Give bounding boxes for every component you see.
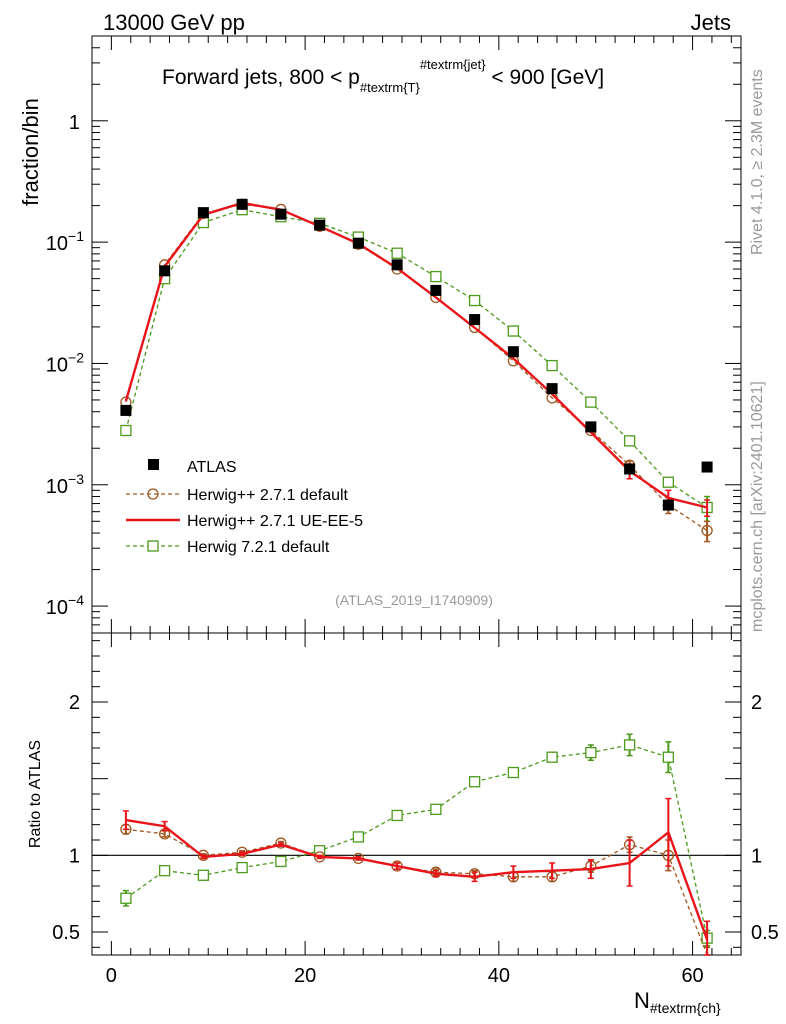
main-atlas-point [701,461,713,473]
ratio-ytick-label-left: 1 [69,845,80,867]
legend-herwig7-label: Herwig 7.2.1 default [187,539,330,556]
main-ytick-label: 10−4 [46,592,84,619]
main-ytick-label-base: 10 [46,597,68,619]
legend-herwigpp-default-label: Herwig++ 2.7.1 default [187,487,349,504]
ratio-xtick-label: 20 [294,965,316,987]
main-herwig-2-7-1-default-point [701,524,713,537]
ratio-herwig-7-2-1-default-point [468,776,481,788]
mcplots-source-label: mcplots.cern.ch [arXiv:2401.10621] [749,381,766,632]
main-series [120,198,713,543]
main-ytick-label-exponent: −2 [68,349,84,365]
main-ytick-label: 1 [69,112,80,134]
main-atlas-point [197,207,209,219]
main-ytick-label: 10−2 [46,349,84,376]
header-energy-label: 13000 GeV pp [103,10,245,35]
ratio-ytick-label-right: 2 [751,692,762,714]
ratio-ytick-label-right: 1 [751,845,762,867]
ratio-herwig-7-2-1-default-point [275,855,287,868]
main-herwig-7-2-1-default-point [468,294,481,307]
title-part-main: Forward jets, 800 < p [162,66,360,89]
xlabel-main: N [634,988,650,1013]
ratio-ytick-label-left: 0.5 [52,922,80,944]
ratio-herwig-7-2-1-default-point [507,766,520,779]
legend-atlas-marker [148,459,159,470]
main-herwig-7-2-1-default-point [120,424,132,437]
main-herwig-7-2-1-default-point [662,476,675,488]
title-part-subscript: #textrm{T} [360,80,421,95]
legend-herwigpp-default-marker [147,488,159,500]
main-ytick-label-base: 10 [46,476,68,498]
legend: ATLAS Herwig++ 2.7.1 default Herwig++ 2.… [126,459,363,556]
main-atlas-point [430,284,442,296]
ratio-herwig-7-2-1-default-point [430,803,442,815]
main-atlas-point [120,404,132,416]
ratio-herwig-7-2-1-default-point [662,751,675,763]
ratio-xtick-label: 0 [106,965,117,987]
ratio-herwig-2-7-1-default-line [125,828,708,956]
legend-herwigpp-ueee5-label: Herwig++ 2.7.1 UE-EE-5 [187,513,363,530]
ratio-plot-frame [91,632,742,956]
main-herwig-7-2-1-default-point [430,270,442,283]
title-part-range: < 900 [GeV] [486,66,605,89]
main-atlas-point [469,314,481,326]
main-ytick-label-exponent: −3 [68,471,84,487]
rivet-version-label: Rivet 4.1.0, ≥ 2.3M events [749,69,766,255]
xlabel-subscript: #textrm{ch} [650,1000,721,1016]
ratio-herwig-2-7-1-default-point [275,837,287,849]
title-part-superscript: #textrm{jet} [420,57,486,72]
header-jets-label: Jets [691,10,731,35]
ratio-ytick-label-right: 0.5 [751,922,779,944]
main-herwig-7-2-1-default-point [507,325,520,337]
main-atlas-point [624,463,636,475]
ratio-herwig-7-2-1-default-point [623,739,636,751]
main-ytick-label: 10−1 [46,228,84,255]
ratio-xlabel: N#textrm{ch} [634,988,721,1016]
main-ytick-label-base: 10 [46,233,68,255]
main-atlas-point [352,237,364,249]
ratio-ylabel: Ratio to ATLAS [27,740,44,848]
main-herwig-7-2-1-default-point [623,435,636,447]
main-herwig-7-2-1-default-point [546,359,558,372]
ratio-xtick-label: 40 [488,965,510,987]
main-ytick-label-exponent: −4 [68,592,84,608]
ratio-herwig-7-2-1-default-point [352,831,365,843]
main-atlas-point [159,265,171,277]
main-atlas-point [236,198,248,210]
ratio-herwig-7-2-1-default-point [236,861,248,874]
legend-atlas-label: ATLAS [187,459,237,476]
ratio-herwig-7-2-1-default-point [120,892,132,904]
ratio-herwig-7-2-1-default-point [197,869,210,881]
main-ytick-label: 10−3 [46,471,84,498]
ratio-ytick-label-left: 2 [69,692,80,714]
ratio-axes: 0 20 40 60 0.5 0.5 1 1 2 2 [52,633,779,987]
main-herwig-2-7-1-ue-ee-5-line [124,201,708,509]
main-ytick-label-exponent: −1 [68,228,84,244]
main-atlas-point [662,499,674,511]
main-atlas-point [391,259,403,271]
main-atlas-point [314,219,326,231]
ratio-herwig-7-2-1-default-line [125,744,708,939]
main-atlas-point [275,208,287,220]
ratio-herwig-7-2-1-default-point [391,809,403,822]
ratio-herwig-7-2-1-default-point [158,865,171,877]
main-herwig-7-2-1-default-line [125,209,708,509]
main-atlas-point [585,421,597,433]
main-herwig-7-2-1-default-point [391,247,403,259]
main-herwig-2-7-1-default-line [125,203,708,532]
ratio-herwig-7-2-1-default-point [546,751,558,763]
main-axes: 110−110−210−310−4 [46,35,741,634]
main-ytick-label-base: 10 [46,354,68,376]
ratio-herwig-7-2-1-default-point [585,746,597,759]
main-ylabel: fraction/bin [18,98,43,206]
main-atlas-point [507,346,519,358]
ratio-series [120,733,713,956]
main-plot-title: Forward jets, 800 < p#textrm{T} #textrm{j… [162,57,604,95]
main-herwig-7-2-1-default-point [585,396,597,408]
legend-herwig7-marker [147,540,159,552]
main-atlas-point [546,383,558,395]
ratio-herwig-2-7-1-ue-ee-5-line [125,818,709,941]
analysis-watermark: (ATLAS_2019_I1740909) [335,592,493,608]
ratio-xtick-label: 60 [681,965,703,987]
